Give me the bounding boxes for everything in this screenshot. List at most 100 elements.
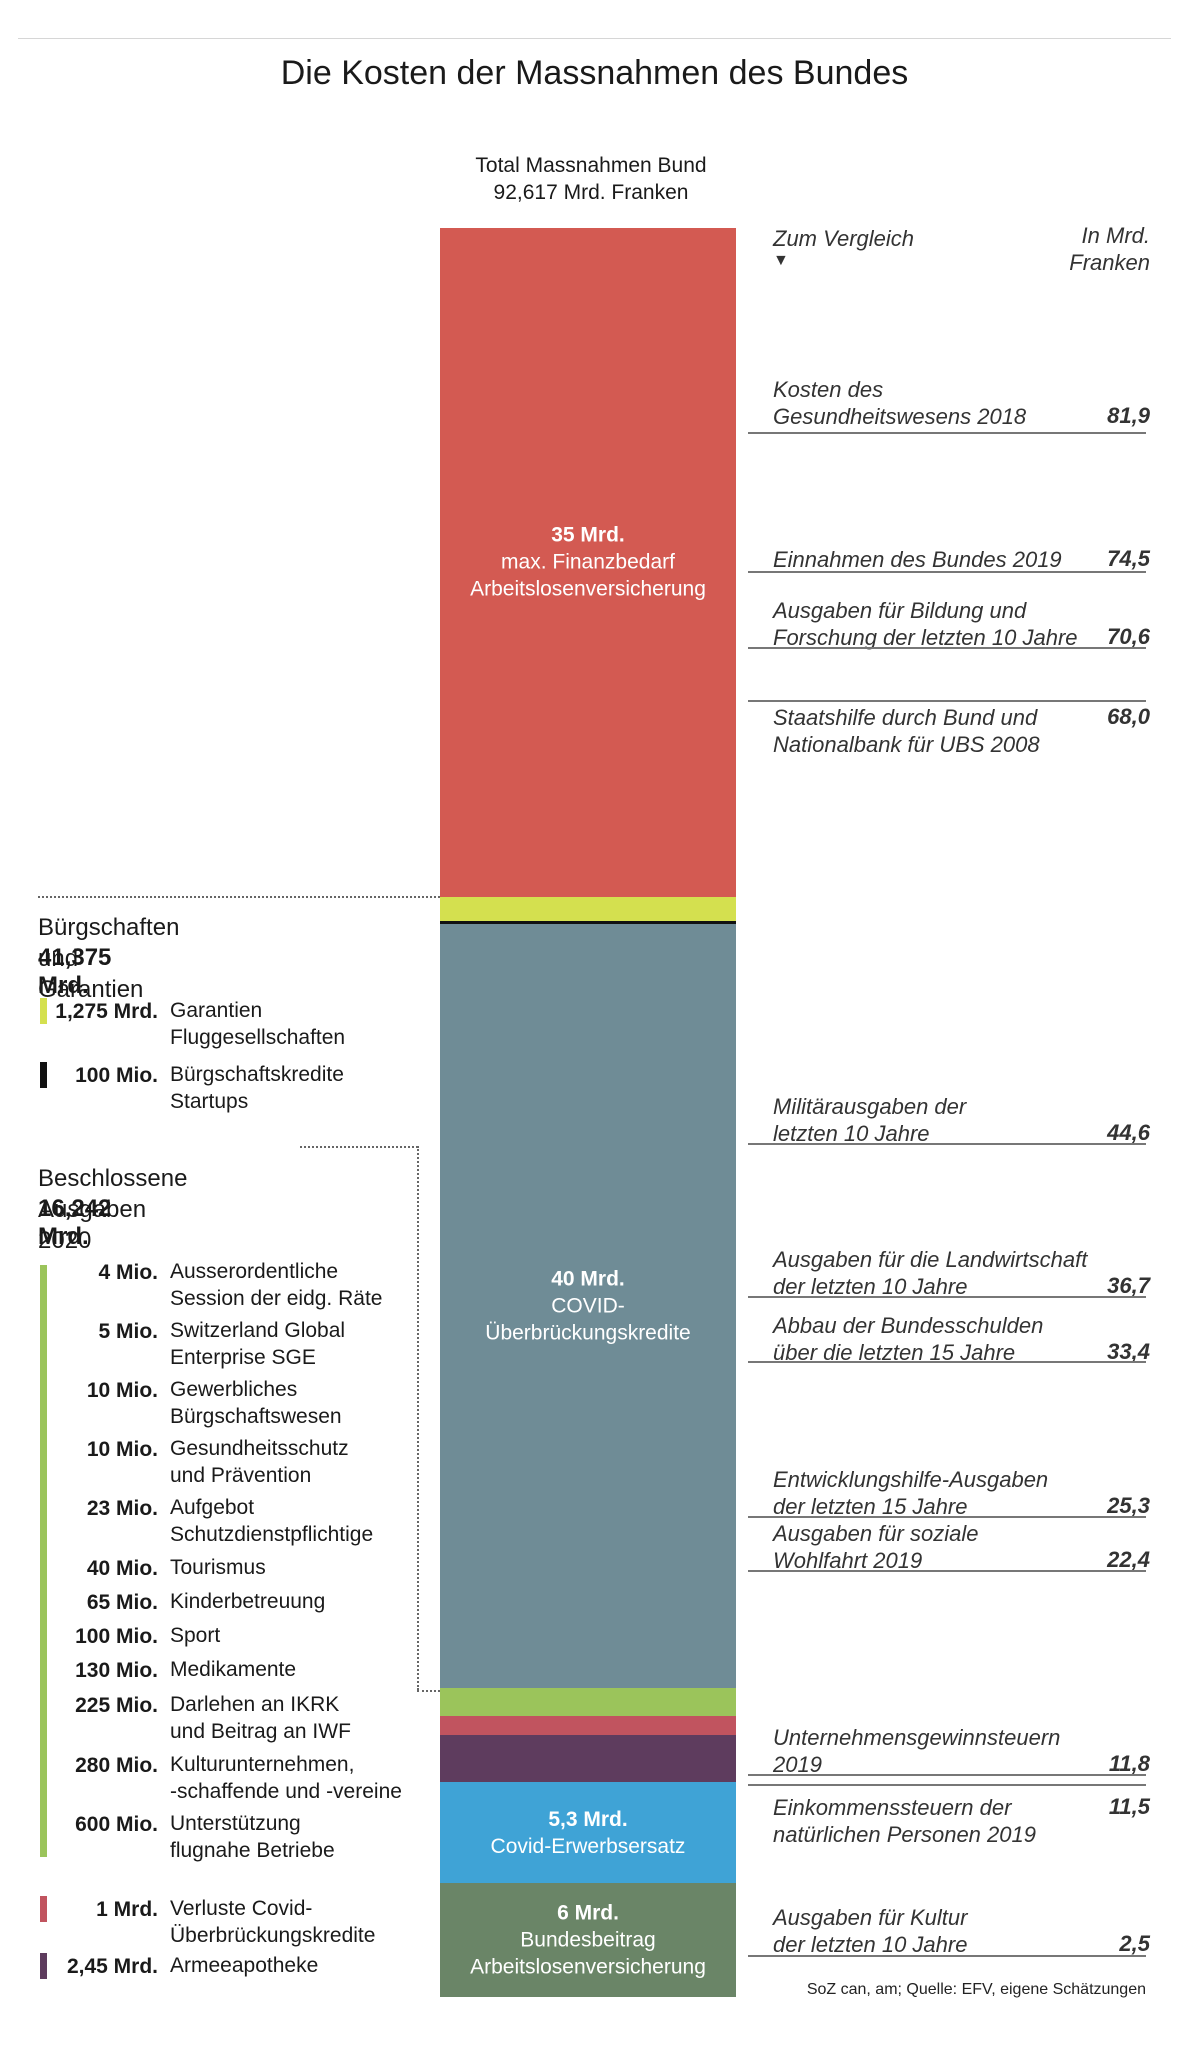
- legend-swatch: [40, 998, 47, 1024]
- comparison-label-line: Ausgaben für Bildung und: [773, 598, 1027, 623]
- group-item-label-line: und Prävention: [170, 1464, 312, 1487]
- comparison-label-line: über die letzten 15 Jahre: [773, 1340, 1016, 1365]
- legend-swatch: [40, 1896, 47, 1922]
- comparison-value: 81,9: [1107, 403, 1150, 428]
- group-item-label-line: Verluste Covid-: [170, 1897, 313, 1920]
- comparison-rule: [748, 700, 1146, 702]
- comparison-label: Einkommenssteuern der natürlichen Persone…: [773, 1794, 1103, 1848]
- group-item-label-line: Ausserordentliche: [170, 1260, 339, 1283]
- group-item-amount: 100 Mio.: [75, 1625, 158, 1648]
- comparison-label-line: Militärausgaben der: [773, 1094, 967, 1119]
- comparison-rule: [748, 432, 1146, 434]
- comparison-label: Militärausgaben der letzten 10 Jahre: [773, 1093, 1103, 1147]
- comparison-rule: [748, 1570, 1146, 1572]
- group-item-label: Ausserordentliche Session der eidg. Räte: [170, 1258, 430, 1312]
- group-item-label-line: Startups: [170, 1090, 249, 1113]
- comparison-label-line: der letzten 15 Jahre: [773, 1494, 968, 1519]
- comparison-label-line: Kosten des: [773, 377, 884, 402]
- bar-segment-alv: 35 Mrd. max. Finanzbedarf Arbeitslosenvers…: [440, 228, 736, 897]
- total-line-2: 92,617 Mrd. Franken: [493, 181, 689, 204]
- bar-segment-verluste: [440, 1716, 736, 1736]
- legend-swatch: [40, 1953, 47, 1979]
- comparison-label-line: natürlichen Personen 2019: [773, 1822, 1036, 1847]
- group-item-amount: 4 Mio.: [98, 1261, 158, 1284]
- comparison-label-line: letzten 10 Jahre: [773, 1121, 930, 1146]
- group-item-label-line: -schaffende und -vereine: [170, 1780, 402, 1803]
- comparison-label-line: Gesundheitswesens 2018: [773, 404, 1027, 429]
- bar-label-line: Arbeitslosenversicherung: [470, 1955, 706, 1979]
- total-label: Total Massnahmen Bund 92,617 Mrd. Franke…: [443, 152, 739, 206]
- bar-label-bundesbeitrag: 6 Mrd. Bundesbeitrag Arbeitslosenversicher…: [440, 1900, 736, 1981]
- group-item-amount: 23 Mio.: [86, 1497, 158, 1520]
- bar-segment-erwerbsersatz: 5,3 Mrd. Covid-Erwerbsersatz: [440, 1782, 736, 1884]
- group-item-label-line: Darlehen an IKRK: [170, 1693, 340, 1716]
- group-item-label-line: und Beitrag an IWF: [170, 1720, 351, 1743]
- comparison-label: Einnahmen des Bundes 2019: [773, 546, 1103, 573]
- group-item-amount: 225 Mio.: [75, 1694, 158, 1717]
- bar-label-erwerbsersatz: 5,3 Mrd. Covid-Erwerbsersatz: [440, 1806, 736, 1860]
- group2-connector-vertical: [417, 1146, 419, 1690]
- group-item-amount: 280 Mio.: [75, 1754, 158, 1777]
- group-total: 16,242 Mrd.: [38, 1195, 112, 1250]
- comparison-rule: [748, 1296, 1146, 1298]
- bar-label-covid_kredite: 40 Mrd. COVID- Überbrückungskredite: [440, 1265, 736, 1346]
- group-item-label-line: Medikamente: [170, 1658, 297, 1681]
- comparison-label: Abbau der Bundesschulden über die letzten…: [773, 1312, 1103, 1366]
- comparison-value: 33,4: [1107, 1339, 1150, 1364]
- comparison-value: 2,5: [1119, 1931, 1150, 1956]
- group-item-label-line: Gewerbliches: [170, 1378, 298, 1401]
- comparison-label-line: Einkommenssteuern der: [773, 1795, 1012, 1820]
- comparison-value: 44,6: [1107, 1120, 1150, 1145]
- group-item-amount: 600 Mio.: [75, 1813, 158, 1836]
- group-item-label: Medikamente: [170, 1656, 430, 1683]
- comparison-rule: [748, 1774, 1146, 1776]
- bar-label-line: Bundesbeitrag: [520, 1928, 656, 1952]
- group-item-label: Kulturunternehmen, -schaffende und -verei…: [170, 1751, 430, 1805]
- bar-label-line: 6 Mrd.: [557, 1901, 619, 1925]
- comparison-rule: [748, 1361, 1146, 1363]
- bar-segment-garantien: [440, 896, 736, 921]
- group-item-label: Unterstützung flugnahe Betriebe: [170, 1810, 430, 1864]
- group-item-label: Bürgschaftskredite Startups: [170, 1061, 430, 1115]
- group-item-amount: 2,45 Mrd.: [66, 1955, 158, 1978]
- group-item-amount: 65 Mio.: [86, 1591, 158, 1614]
- group-item-amount: 1,275 Mrd.: [55, 1000, 158, 1023]
- group-item-amount: 40 Mio.: [86, 1557, 158, 1580]
- source-note: SoZ can, am; Quelle: EFV, eigene Schätzu…: [806, 1981, 1146, 1998]
- comparison-label: Ausgaben für Bildung und Forschung der le…: [773, 597, 1103, 651]
- comparison-label: Staatshilfe durch Bund und Nationalbank f…: [773, 704, 1103, 758]
- group-item-label-line: flugnahe Betriebe: [170, 1839, 335, 1862]
- group-item-label-line: Armeeapotheke: [170, 1954, 319, 1977]
- group2-connector-top: [300, 1146, 418, 1148]
- group-item-label: Aufgebot Schutzdienstpflichtige: [170, 1494, 430, 1548]
- comparison-header-text: Zum Vergleich: [773, 226, 915, 251]
- group-item-label: Kinderbetreuung: [170, 1588, 430, 1615]
- comparison-label-line: Ausgaben für soziale: [773, 1521, 979, 1546]
- group-item-label: Gewerbliches Bürgschaftswesen: [170, 1376, 430, 1430]
- top-rule: [18, 38, 1171, 39]
- group-item-label-line: Sport: [170, 1624, 221, 1647]
- group-item-label: Gesundheitsschutz und Prävention: [170, 1435, 430, 1489]
- comparison-rule: [748, 1516, 1146, 1518]
- comparison-label-line: Staatshilfe durch Bund und: [773, 705, 1038, 730]
- group1-connector: [38, 896, 440, 898]
- bar-segment-covid_kredite: 40 Mrd. COVID- Überbrückungskredite: [440, 923, 736, 1688]
- group-item-label: Sport: [170, 1622, 430, 1649]
- comparison-rule: [748, 1784, 1146, 1786]
- group-item-amount: 10 Mio.: [86, 1379, 158, 1402]
- comparison-header-left: Zum Vergleich ▼: [773, 226, 914, 270]
- comparison-label: Ausgaben für die Landwirtschaft der letzt…: [773, 1246, 1103, 1300]
- comparison-label-line: 2019: [773, 1752, 822, 1777]
- comparison-label: Entwicklungshilfe-Ausgaben der letzten 15…: [773, 1466, 1103, 1520]
- group-item-label-line: Session der eidg. Räte: [170, 1287, 383, 1310]
- comparison-rule: [748, 571, 1146, 573]
- unit-line-2: Franken: [1069, 250, 1150, 275]
- bar-label-line: COVID-: [551, 1294, 625, 1318]
- group-item-label-line: Aufgebot: [170, 1496, 255, 1519]
- group-item-amount: 5 Mio.: [98, 1320, 158, 1343]
- comparison-label-line: Abbau der Bundesschulden: [773, 1313, 1044, 1338]
- group-item-label-line: Kinderbetreuung: [170, 1590, 326, 1613]
- group-item-label-line: Bürgschaftskredite: [170, 1063, 344, 1086]
- group-item-label: Tourismus: [170, 1554, 430, 1581]
- group-total: 41,375 Mrd.: [38, 944, 112, 999]
